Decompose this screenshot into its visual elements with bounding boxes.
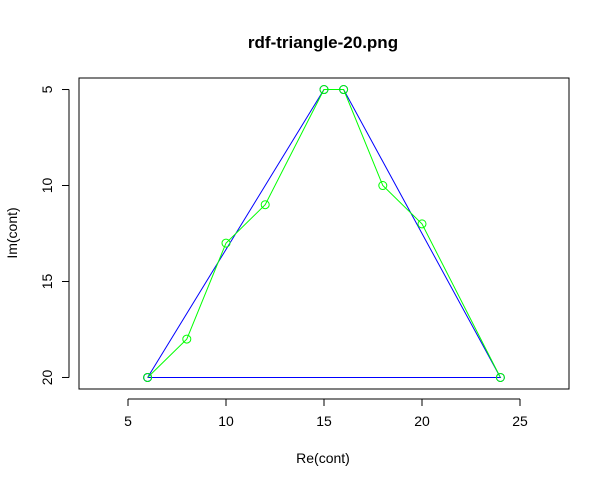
y-tick-label: 10	[39, 178, 55, 194]
series-2-point	[143, 372, 153, 382]
series-2-point	[495, 372, 505, 382]
series-2-point	[417, 219, 427, 229]
y-tick-label: 20	[39, 369, 55, 385]
x-tick-label: 5	[124, 413, 132, 429]
series-2-point	[182, 334, 192, 344]
y-tick-label: 15	[39, 273, 55, 289]
series-2-point	[221, 238, 231, 248]
x-tick-label: 10	[218, 413, 234, 429]
series-2-point	[319, 85, 329, 95]
y-axis-label: Im(cont)	[4, 207, 20, 258]
x-tick-label: 20	[414, 413, 430, 429]
y-axis: 5 10 15 20	[39, 85, 70, 385]
series-1-line	[147, 89, 502, 378]
series-2-point	[378, 181, 388, 191]
series-layer	[143, 85, 505, 382]
x-axis: 5 10 15 20 25	[124, 398, 528, 429]
plot-frame	[78, 77, 570, 390]
series-2-point	[339, 85, 349, 95]
series-2-line	[147, 89, 501, 378]
x-tick-label: 25	[512, 413, 528, 429]
series-2-point	[260, 200, 270, 210]
x-axis-label: Re(cont)	[296, 450, 350, 466]
y-tick-label: 5	[39, 85, 55, 93]
x-tick-label: 15	[316, 413, 332, 429]
chart-title: rdf-triangle-20.png	[248, 33, 398, 52]
